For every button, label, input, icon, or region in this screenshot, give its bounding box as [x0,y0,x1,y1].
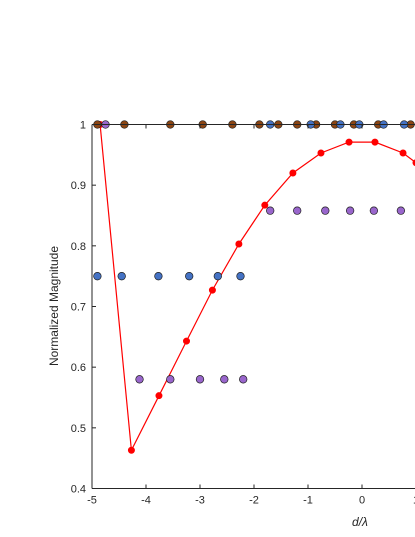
x-tick-label: -3 [195,495,205,507]
x-tick-label: -4 [141,495,151,507]
x-tick-label: -1 [303,495,313,507]
y-tick-label: 0.5 [71,423,86,435]
series-3-point [396,206,406,215]
y-tick-label: 0.8 [71,241,86,253]
series-0-point [183,337,190,345]
x-tick-label: -2 [249,495,259,507]
series-3-point [266,206,275,215]
axes-layer: 0.4 0.5 0.6 0.7 0.8 0.9 1 -5 -4 -3 -2 -1 0 1 [71,120,415,507]
series-3-point [369,206,379,215]
series-0-point [235,240,243,248]
y-tick-label: 0.4 [71,484,86,496]
y-tick-label: 0.6 [71,362,86,374]
series-2-point [154,272,163,281]
series-2-point [93,272,102,281]
series-3-point [321,206,330,215]
series-0-point [261,201,269,209]
x-tick-label: 1 [413,495,415,507]
series-3-point [345,206,355,215]
series-2-point [236,272,245,281]
y-tick-label: 1 [80,120,86,132]
y-tick-label: 0.9 [71,180,86,192]
series-3-point [166,375,175,384]
x-tick-label: -5 [87,495,97,507]
series-0-point [208,286,216,294]
series-2-point [213,272,222,281]
series-3-point [220,375,229,384]
series-3-point [195,375,205,384]
series-0-point [289,169,297,177]
y-axis-label: Normalized Magnitude [47,246,61,366]
series-3-point [293,206,302,215]
series-0-point [345,138,353,146]
x-axis-label: d/λ [352,515,368,529]
plot-area [92,124,415,489]
series-2-point [117,272,126,281]
series-0-point [155,392,163,400]
y-tick-label: 0.7 [71,302,86,314]
series-0-point [371,138,379,146]
series-0-point [317,149,325,157]
series-0-point [127,446,135,454]
series-2-point [185,272,194,281]
x-tick-label: 0 [359,495,365,507]
series-0-point [399,149,407,157]
series-3-point [239,375,248,384]
series-3-point [135,375,144,384]
